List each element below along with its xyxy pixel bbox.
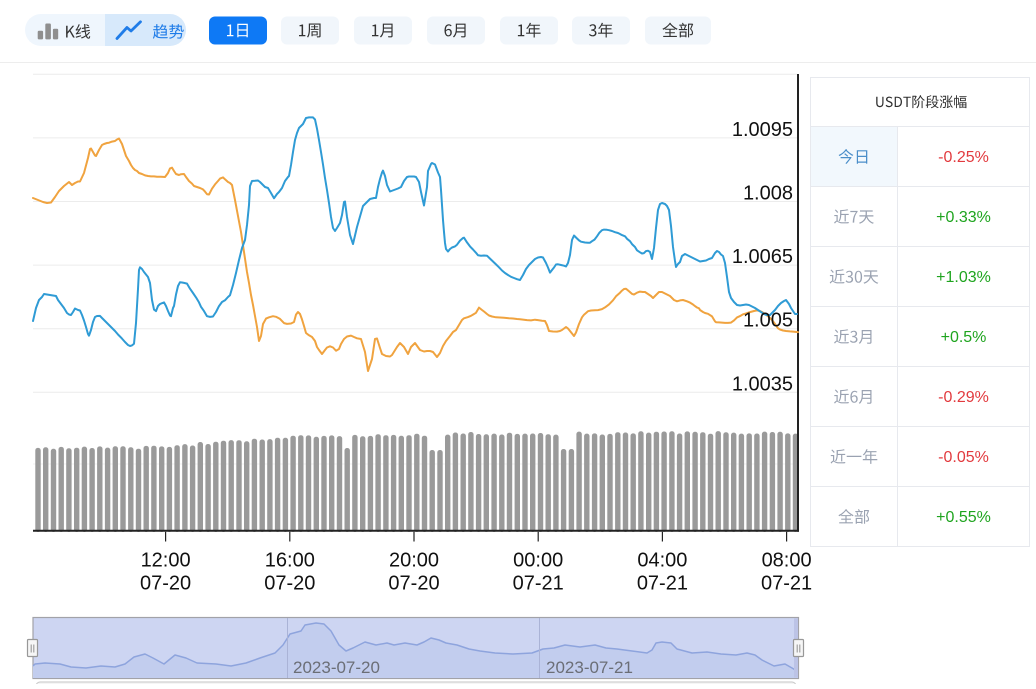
svg-text:08:00: 08:00 — [762, 550, 812, 572]
svg-text:1.0065: 1.0065 — [732, 246, 793, 268]
svg-text:12:00: 12:00 — [141, 550, 191, 572]
svg-text:1.008: 1.008 — [743, 183, 793, 205]
svg-text:00:00: 00:00 — [513, 550, 563, 572]
svg-text:1.0095: 1.0095 — [732, 119, 793, 141]
svg-text:07-20: 07-20 — [140, 573, 191, 595]
svg-text:+0.55%: +0.55% — [936, 509, 991, 526]
svg-text:-0.25%: -0.25% — [938, 149, 989, 166]
svg-text:-0.05%: -0.05% — [938, 449, 989, 466]
svg-text:1.005: 1.005 — [743, 310, 793, 332]
svg-text:07-21: 07-21 — [513, 573, 564, 595]
svg-text:07-20: 07-20 — [264, 573, 315, 595]
svg-text:04:00: 04:00 — [637, 550, 687, 572]
svg-text:07-21: 07-21 — [761, 573, 812, 595]
svg-text:16:00: 16:00 — [265, 550, 315, 572]
svg-text:-0.29%: -0.29% — [938, 389, 989, 406]
svg-text:2023-07-21: 2023-07-21 — [546, 658, 633, 677]
svg-text:07-20: 07-20 — [388, 573, 439, 595]
svg-text:2023-07-20: 2023-07-20 — [293, 658, 380, 677]
svg-text:07-21: 07-21 — [637, 573, 688, 595]
svg-text:+0.5%: +0.5% — [941, 329, 987, 346]
svg-text:+0.33%: +0.33% — [936, 209, 991, 226]
svg-text:+1.03%: +1.03% — [936, 269, 991, 286]
svg-text:20:00: 20:00 — [389, 550, 439, 572]
svg-text:1.0035: 1.0035 — [732, 373, 793, 395]
